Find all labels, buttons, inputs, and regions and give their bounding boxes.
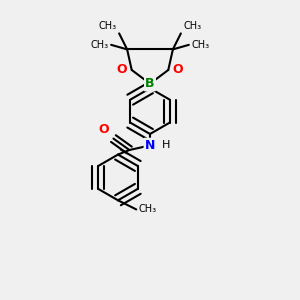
Text: CH₃: CH₃ xyxy=(191,40,209,50)
Text: CH₃: CH₃ xyxy=(139,204,157,214)
Text: CH₃: CH₃ xyxy=(183,21,201,31)
Text: CH₃: CH₃ xyxy=(99,21,117,31)
Text: B: B xyxy=(145,77,155,90)
Text: N: N xyxy=(145,139,155,152)
Text: H: H xyxy=(161,140,170,150)
Text: O: O xyxy=(98,123,109,136)
Text: O: O xyxy=(116,64,127,76)
Text: CH₃: CH₃ xyxy=(91,40,109,50)
Text: O: O xyxy=(173,64,184,76)
